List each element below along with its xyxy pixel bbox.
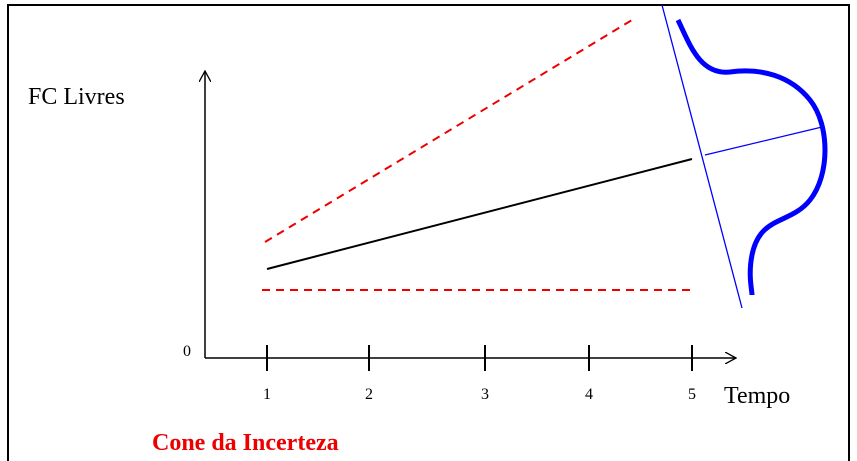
x-axis-label: Tempo	[724, 383, 790, 409]
tick-label: 1	[263, 386, 271, 403]
tick-label: 5	[688, 386, 696, 403]
distribution-axis	[661, 4, 743, 309]
upper-bound	[264, 19, 633, 243]
caption: Cone da Incerteza	[152, 430, 339, 456]
y-axis-label: FC Livres	[28, 84, 125, 110]
expected-line	[266, 158, 693, 270]
tick-label: 3	[481, 386, 489, 403]
tick-label: 2	[365, 386, 373, 403]
distribution-curve	[675, 18, 828, 296]
tick-marks	[266, 345, 693, 371]
tick-label: 4	[585, 386, 593, 403]
distribution-mode	[704, 126, 823, 156]
origin-label: 0	[183, 343, 191, 360]
frame	[7, 4, 850, 461]
